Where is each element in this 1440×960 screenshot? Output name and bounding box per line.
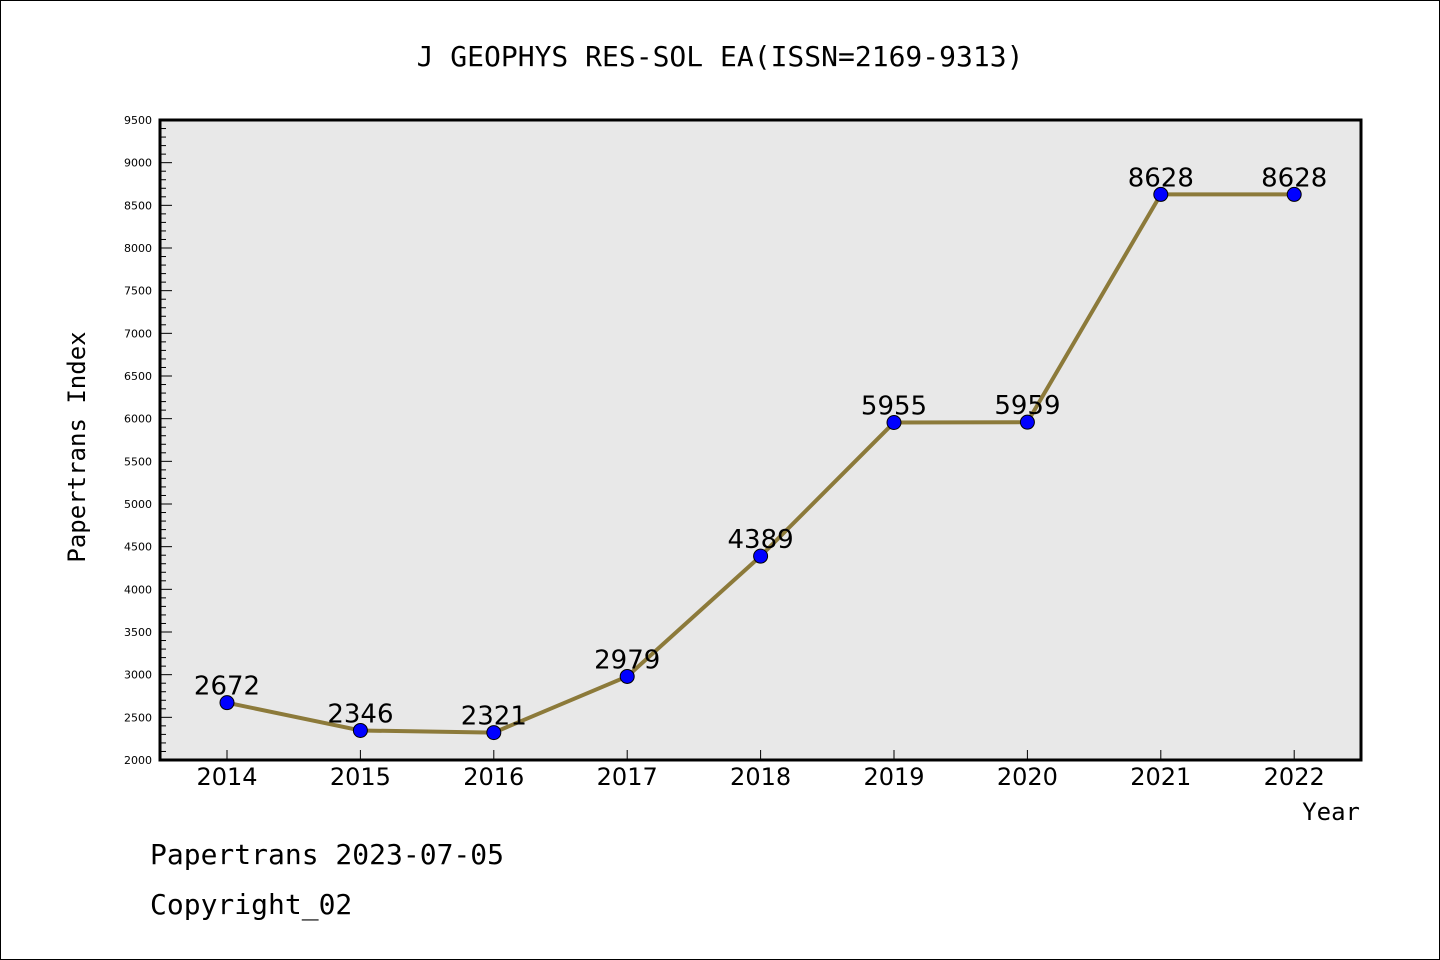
data-point bbox=[886, 415, 902, 431]
data-point bbox=[219, 695, 235, 711]
data-point bbox=[1153, 186, 1169, 202]
data-label: 8628 bbox=[1261, 163, 1327, 193]
series-layer: 2672 2346 2321 2979 4389 5955 5959 8628 8628 bbox=[194, 163, 1327, 741]
data-label: 2672 bbox=[194, 672, 260, 702]
footer-date: Papertrans 2023-07-05 bbox=[150, 838, 504, 871]
y-tick-label: 6000 bbox=[124, 413, 152, 426]
x-tick-label: 2018 bbox=[730, 763, 791, 791]
x-tick-label: 2016 bbox=[463, 763, 524, 791]
y-tick-label: 2500 bbox=[124, 711, 152, 724]
y-tick-label: 3000 bbox=[124, 669, 152, 682]
data-point bbox=[753, 548, 769, 564]
data-label: 2321 bbox=[461, 702, 527, 732]
data-label: 8628 bbox=[1128, 163, 1194, 193]
footer-copyright: Copyright_02 bbox=[150, 888, 352, 922]
y-tick-label: 6500 bbox=[124, 370, 152, 383]
y-tick-label: 2000 bbox=[124, 754, 152, 767]
y-tick-label: 7500 bbox=[124, 285, 152, 298]
y-tick-label: 8000 bbox=[124, 242, 152, 255]
data-label: 2979 bbox=[594, 645, 660, 675]
data-point bbox=[486, 725, 502, 741]
x-tick-label: 2020 bbox=[997, 763, 1058, 791]
plot-area bbox=[158, 118, 1363, 762]
x-tick-label: 2021 bbox=[1130, 763, 1191, 791]
y-tick-label: 7000 bbox=[124, 327, 152, 340]
x-axis-label: Year bbox=[1302, 798, 1360, 826]
x-tick-label: 2019 bbox=[863, 763, 924, 791]
data-label: 2346 bbox=[327, 699, 393, 729]
chart-title: J GEOPHYS RES-SOL EA(ISSN=2169-9313) bbox=[417, 40, 1024, 73]
x-tick-label: 2015 bbox=[330, 763, 391, 791]
data-label: 5959 bbox=[994, 391, 1060, 421]
x-tick-label: 2017 bbox=[597, 763, 658, 791]
y-tick-label: 9000 bbox=[124, 157, 152, 170]
data-point bbox=[1019, 414, 1035, 430]
x-tick-label: 2022 bbox=[1264, 763, 1325, 791]
y-tick-label: 4000 bbox=[124, 583, 152, 596]
data-label: 5955 bbox=[861, 392, 927, 422]
y-tick-label: 3500 bbox=[124, 626, 152, 639]
y-tick-label: 5000 bbox=[124, 498, 152, 511]
data-label: 4389 bbox=[728, 525, 794, 555]
y-axis-label: Papertrans Index bbox=[63, 331, 91, 562]
y-tick-label: 9500 bbox=[124, 114, 152, 127]
data-point bbox=[619, 668, 635, 684]
x-tick-label: 2014 bbox=[196, 763, 257, 791]
data-point bbox=[1286, 186, 1302, 202]
x-axis: 2014 2015 2016 2017 2018 2019 2020 2021 2022 bbox=[196, 750, 1325, 791]
data-point bbox=[352, 722, 368, 738]
y-tick-label: 4500 bbox=[124, 541, 152, 554]
y-tick-label: 5500 bbox=[124, 455, 152, 468]
y-tick-label: 8500 bbox=[124, 199, 152, 212]
y-axis: 2000 2500 3000 3500 4000 4500 5000 5500 6000 6500… bbox=[124, 114, 172, 767]
